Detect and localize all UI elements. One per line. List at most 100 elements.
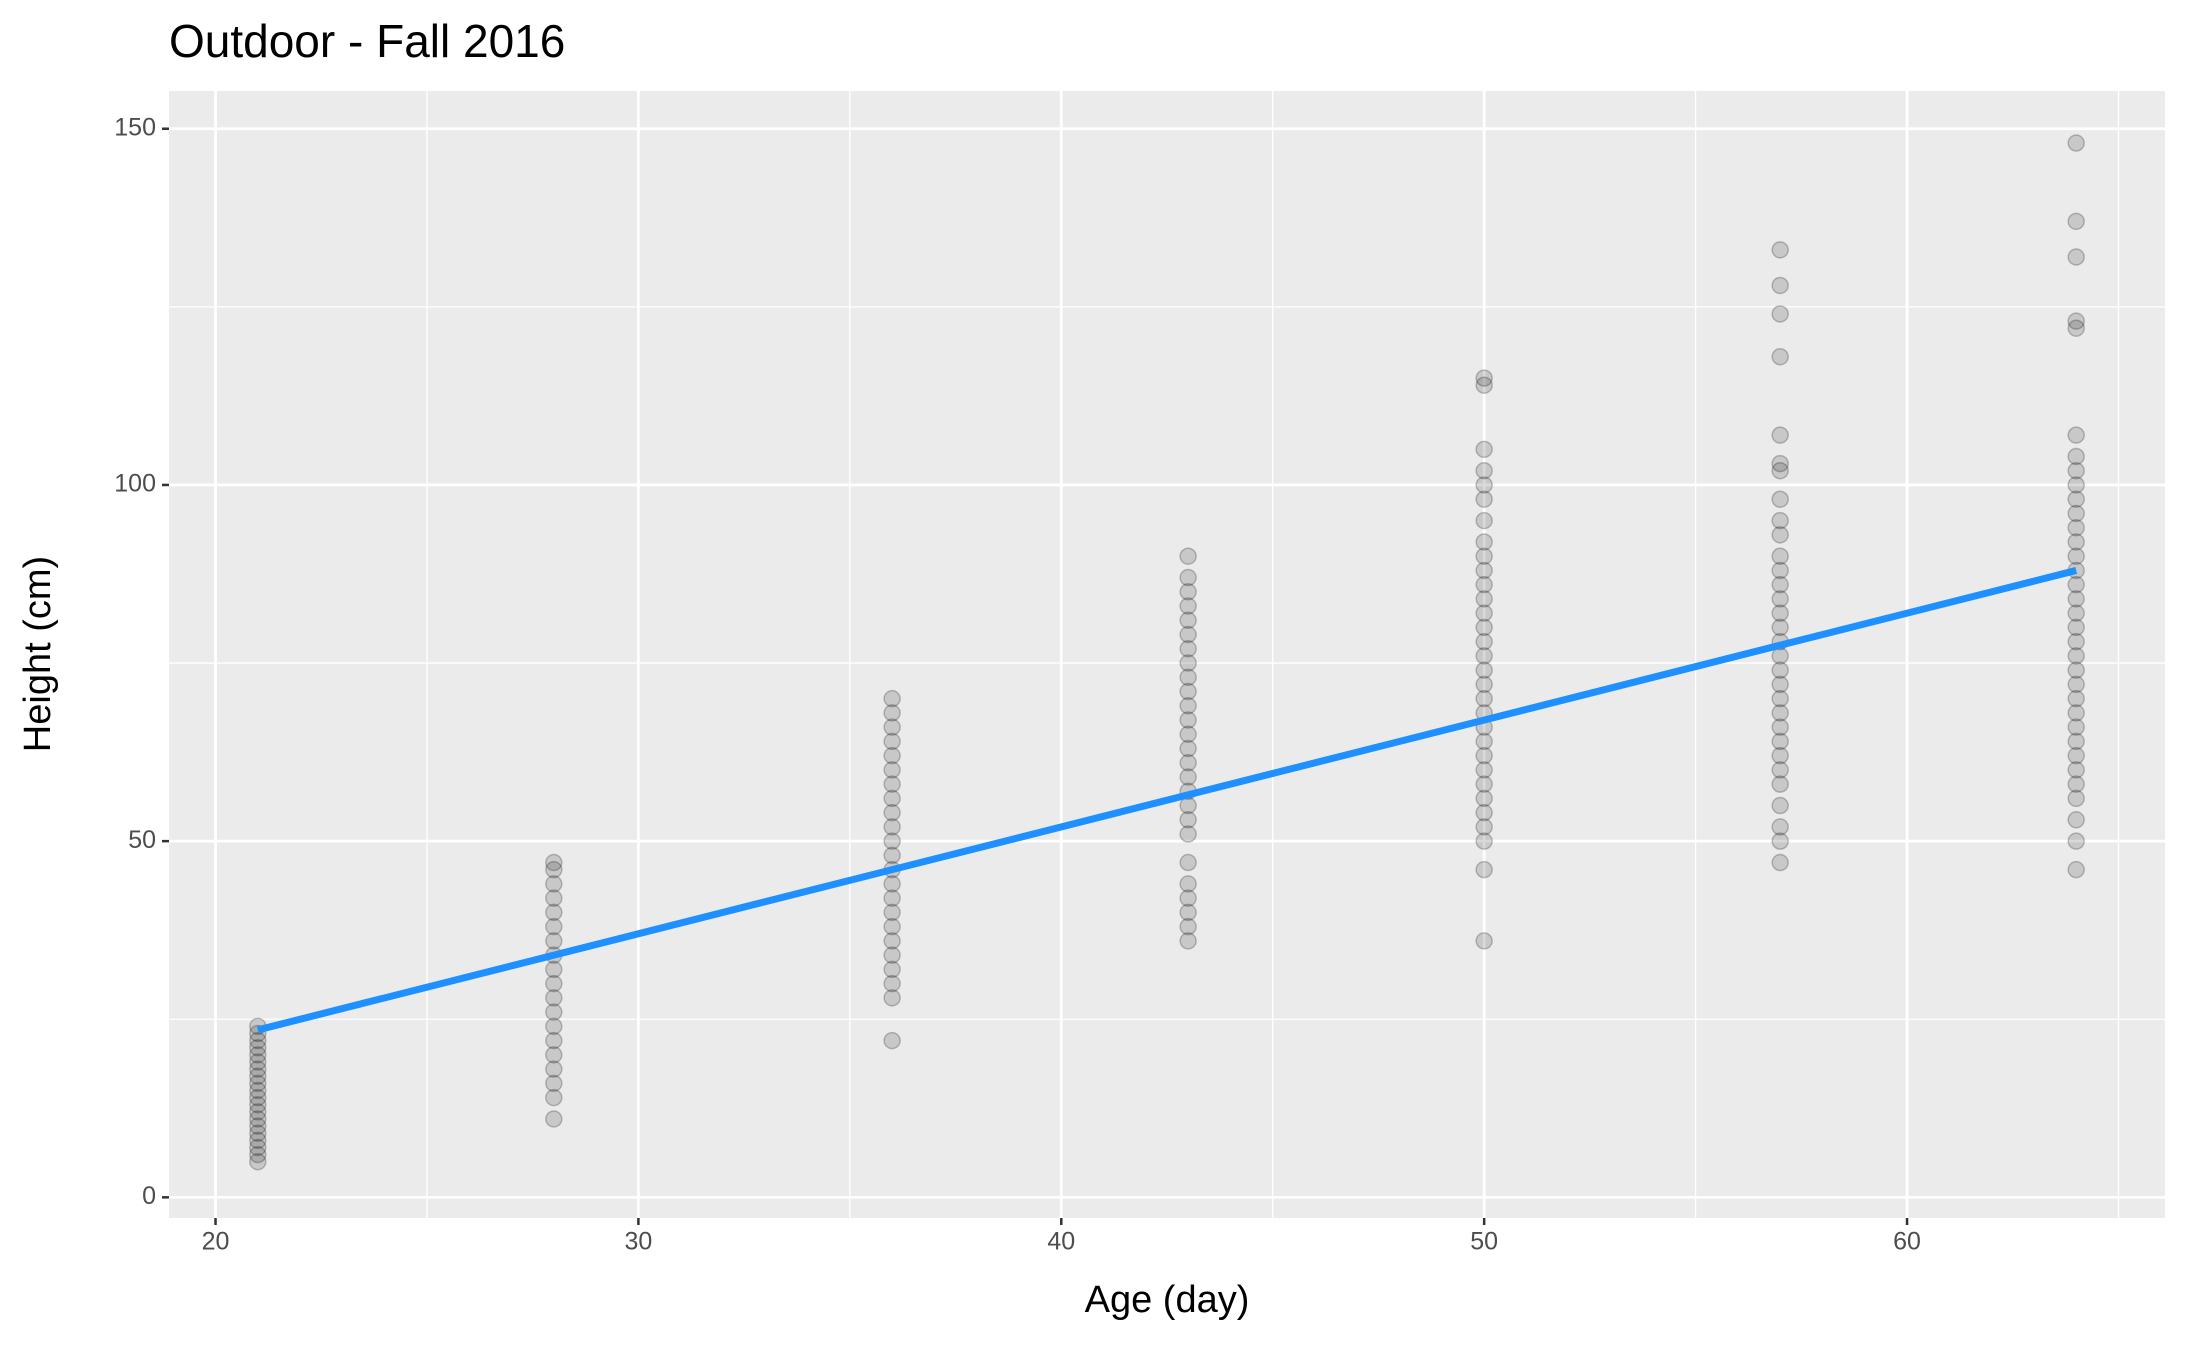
point: [1771, 426, 1789, 444]
point: [1771, 461, 1789, 480]
point: [1179, 889, 1197, 907]
point: [1475, 461, 1493, 480]
point: [1475, 632, 1493, 651]
point: [545, 960, 563, 979]
point: [2067, 447, 2085, 466]
point: [545, 853, 563, 872]
point: [1179, 583, 1197, 601]
point: [883, 832, 901, 850]
point: [249, 1081, 267, 1100]
point: [1475, 789, 1493, 808]
point: [1179, 853, 1197, 872]
point: [1179, 611, 1197, 630]
point: [1771, 661, 1789, 679]
point: [883, 789, 901, 808]
point: [1475, 803, 1493, 822]
point: [2067, 704, 2085, 722]
x-tick-label: 40: [1047, 1228, 1075, 1256]
point: [883, 903, 901, 922]
point: [1771, 718, 1789, 736]
point: [1475, 818, 1493, 836]
point: [1771, 732, 1789, 751]
point: [1179, 917, 1197, 936]
point: [545, 917, 563, 936]
point: [1475, 761, 1493, 779]
point: [1771, 547, 1789, 565]
point: [1179, 932, 1197, 950]
point: [249, 1088, 267, 1107]
x-tick-label: 60: [1893, 1228, 1921, 1256]
point: [883, 761, 901, 779]
point: [2067, 832, 2085, 850]
point: [2067, 312, 2085, 330]
point: [1475, 440, 1493, 459]
point: [1771, 618, 1789, 637]
point: [2067, 811, 2085, 829]
point: [883, 889, 901, 907]
point: [2067, 647, 2085, 665]
point: [1771, 575, 1789, 594]
point: [1771, 675, 1789, 694]
point: [249, 1046, 267, 1064]
point: [1475, 832, 1493, 850]
point: [249, 1124, 267, 1142]
point: [1475, 604, 1493, 622]
point: [249, 1074, 267, 1093]
point: [1771, 689, 1789, 708]
point: [249, 1131, 267, 1150]
point: [1771, 775, 1789, 793]
point: [2067, 675, 2085, 694]
point: [1771, 590, 1789, 608]
point: [883, 846, 901, 865]
point: [2067, 689, 2085, 708]
point: [1771, 853, 1789, 872]
point: [2067, 789, 2085, 808]
point: [545, 1074, 563, 1093]
point: [1475, 533, 1493, 551]
point: [545, 1017, 563, 1036]
point: [1475, 661, 1493, 679]
x-tick-label: 30: [624, 1228, 652, 1256]
point: [249, 1053, 267, 1071]
point: [1771, 241, 1789, 259]
point: [2067, 775, 2085, 793]
point: [1475, 860, 1493, 879]
point: [1475, 689, 1493, 708]
point: [545, 1060, 563, 1078]
x-tick-label: 20: [202, 1228, 230, 1256]
point: [2067, 632, 2085, 651]
point: [2067, 248, 2085, 266]
point: [883, 875, 901, 893]
point: [545, 1031, 563, 1050]
chart-title: Outdoor - Fall 2016: [169, 15, 565, 67]
point: [545, 1003, 563, 1021]
point: [883, 803, 901, 822]
point: [2067, 547, 2085, 565]
point: [883, 946, 901, 964]
point: [2067, 590, 2085, 608]
point: [1179, 640, 1197, 658]
point: [2067, 860, 2085, 879]
point: [249, 1110, 267, 1128]
point: [1179, 875, 1197, 893]
point: [545, 1088, 563, 1107]
x-axis-label: Age (day): [1085, 1279, 1250, 1321]
point: [2067, 718, 2085, 736]
point: [545, 875, 563, 893]
point: [2067, 661, 2085, 679]
point: [1771, 490, 1789, 508]
point: [1179, 568, 1197, 587]
point: [1475, 490, 1493, 508]
point: [1179, 811, 1197, 829]
point: [545, 860, 563, 879]
point: [883, 917, 901, 936]
point: [2067, 461, 2085, 480]
point: [249, 1103, 267, 1121]
point: [2067, 134, 2085, 152]
point: [883, 704, 901, 722]
point: [1179, 739, 1197, 758]
point: [883, 932, 901, 950]
point: [1179, 725, 1197, 744]
point: [1475, 746, 1493, 765]
point: [883, 960, 901, 979]
